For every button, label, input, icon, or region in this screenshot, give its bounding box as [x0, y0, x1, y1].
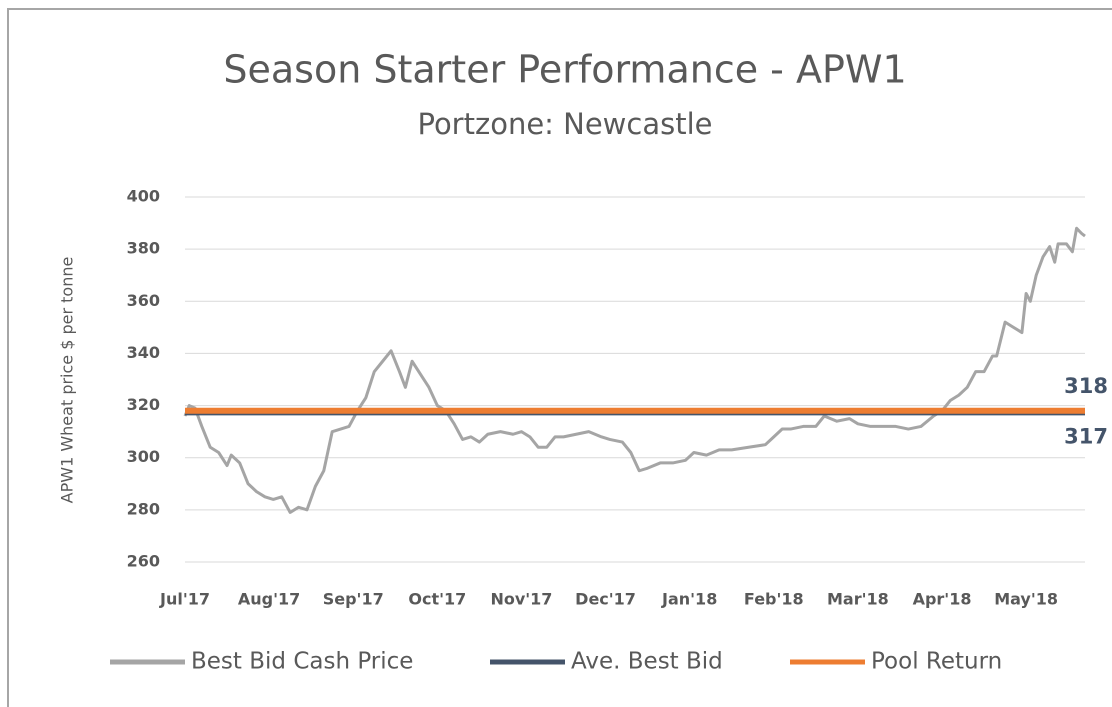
y-tick-label: 280 [127, 499, 160, 518]
x-tick-label: Nov'17 [490, 590, 552, 609]
x-tick-label: Oct'17 [408, 590, 466, 609]
legend-label: Ave. Best Bid [571, 649, 723, 675]
x-tick-label: Mar'18 [827, 590, 889, 609]
x-tick-label: Sep'17 [323, 590, 384, 609]
data-label: 317 [1064, 424, 1108, 448]
y-tick-label: 340 [127, 343, 160, 362]
x-tick-label: Feb'18 [744, 590, 804, 609]
chart-subtitle: Portzone: Newcastle [417, 107, 712, 141]
legend-label: Pool Return [871, 649, 1002, 675]
x-tick-label: May'18 [994, 590, 1058, 609]
y-axis-label: APW1 Wheat price $ per tonne [58, 257, 77, 504]
x-tick-label: Dec'17 [575, 590, 636, 609]
y-tick-label: 360 [127, 291, 160, 310]
x-tick-label: Aug'17 [238, 590, 300, 609]
y-tick-label: 300 [127, 447, 160, 466]
y-tick-label: 400 [127, 187, 160, 206]
y-tick-label: 320 [127, 395, 160, 414]
chart-border [7, 8, 1112, 707]
x-tick-label: Jul'17 [159, 590, 210, 609]
chart-title: Season Starter Performance - APW1 [223, 48, 906, 92]
y-tick-label: 260 [127, 552, 160, 571]
y-tick-label: 380 [127, 239, 160, 258]
x-tick-label: Jan'18 [661, 590, 717, 609]
data-label: 318 [1064, 374, 1108, 398]
x-tick-label: Apr'18 [913, 590, 972, 609]
line-series [183, 226, 1086, 514]
legend-label: Best Bid Cash Price [191, 649, 413, 675]
